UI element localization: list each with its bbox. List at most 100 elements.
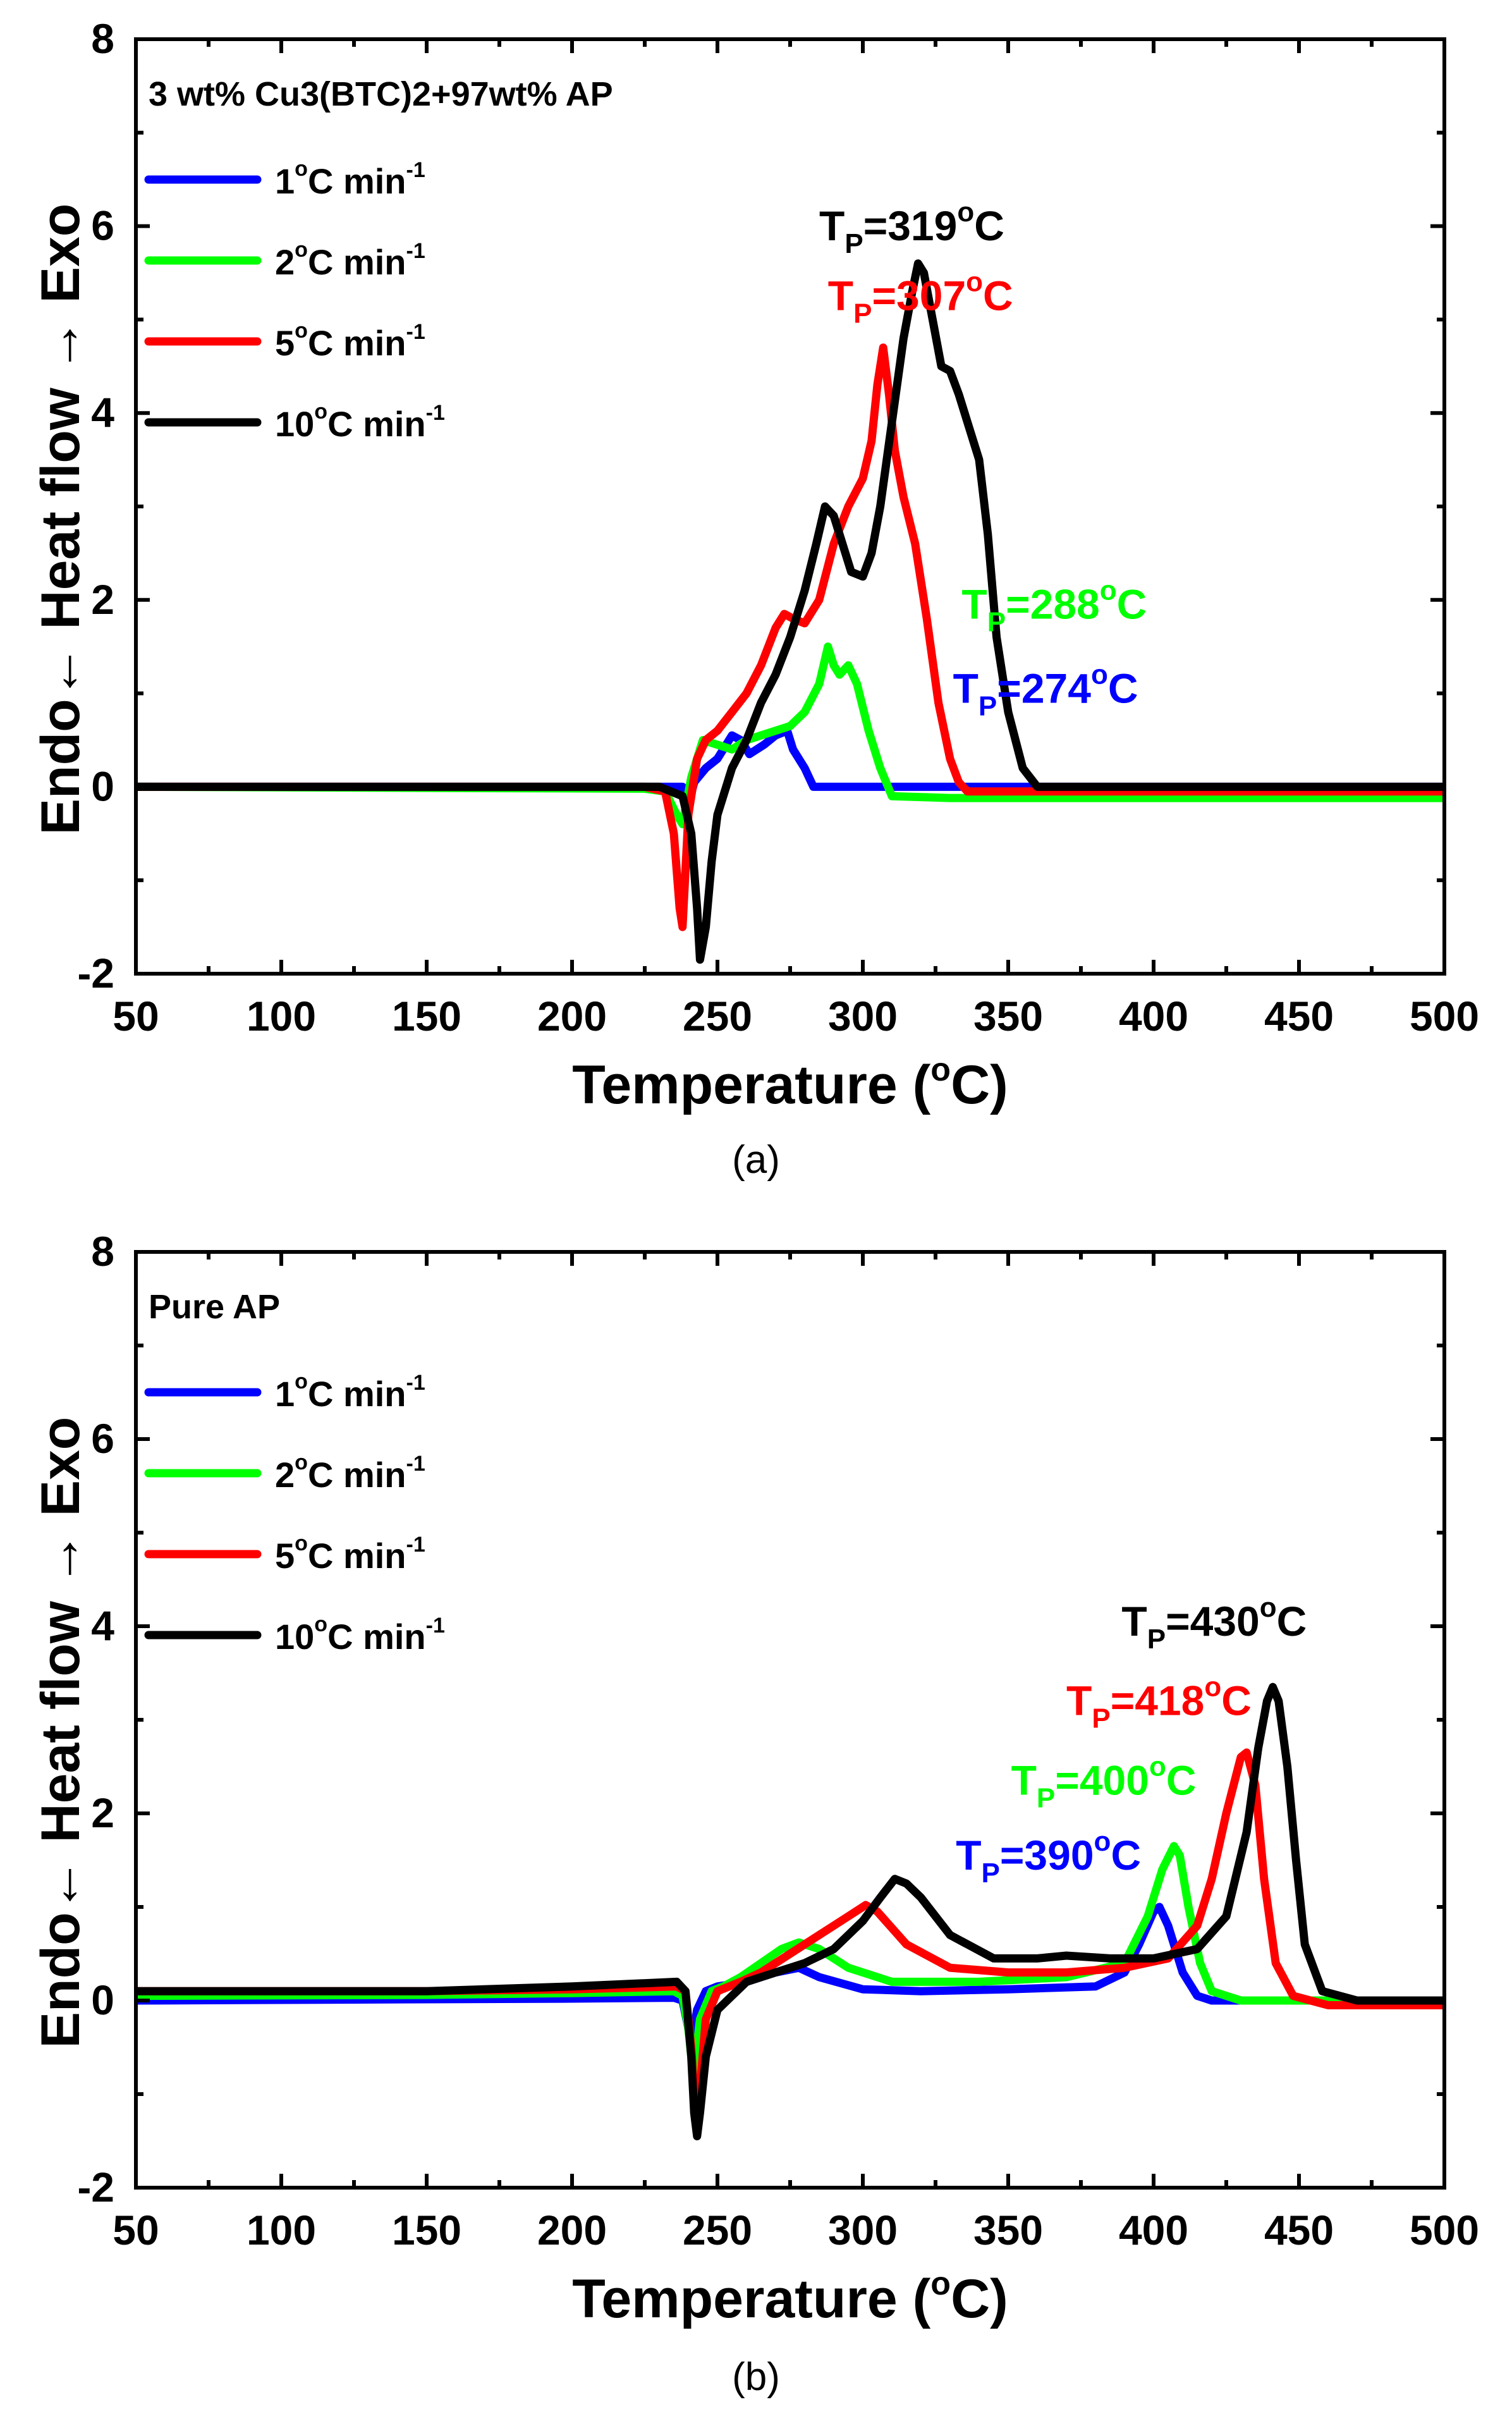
legend-title: 3 wt% Cu3(BTC)2+97wt% AP <box>149 75 613 113</box>
legend-unit-sup: -1 <box>406 320 425 344</box>
series-group <box>136 1682 1444 2141</box>
legend-unit-sup: -1 <box>406 1371 425 1395</box>
legend-unit-sup: -1 <box>406 1452 425 1476</box>
panel-caption: (b) <box>732 2355 780 2399</box>
peak-annotation: TP=430oC <box>1121 1592 1307 1655</box>
legend-label-5: 5oC min-1 <box>275 1531 425 1576</box>
peak-annotation-sup: o <box>966 267 983 298</box>
peak-annotation-sub: P <box>1092 1703 1110 1734</box>
peak-annotation-unit: C <box>1221 1677 1252 1724</box>
x-tick-label: 400 <box>1119 993 1188 1039</box>
peak-annotation: TP=274oC <box>953 659 1138 721</box>
legend-rate: 1 <box>275 1374 295 1414</box>
peak-annotation-base: T <box>961 580 987 627</box>
legend-rate: 5 <box>275 323 295 363</box>
peak-annotation-sup: o <box>1260 1592 1277 1623</box>
peak-annotation-unit: C <box>1117 580 1147 627</box>
peak-annotation-value: =390 <box>1000 1832 1094 1878</box>
peak-annotation-value: =274 <box>997 665 1091 711</box>
y-tick-label: 0 <box>91 763 114 809</box>
legend-rate: 5 <box>275 1536 295 1576</box>
y-tick-label: 8 <box>91 15 114 62</box>
y-tick-label: 6 <box>91 1415 114 1462</box>
peak-annotation: TP=307oC <box>828 267 1013 329</box>
peak-annotation-sup: o <box>1204 1672 1221 1703</box>
legend-unit: C min <box>327 404 426 444</box>
legend-label-5: 5oC min-1 <box>275 319 425 363</box>
peak-annotation: TP=400oC <box>1011 1751 1197 1813</box>
legend-unit: C min <box>308 1536 406 1576</box>
y-tick-label: 0 <box>91 1976 114 2023</box>
legend-label-10: 10oC min-1 <box>275 400 445 444</box>
legend-unit-sup: -1 <box>406 239 425 263</box>
legend-rate: 1 <box>275 161 295 201</box>
x-tick-label: 150 <box>392 2207 461 2253</box>
x-axis-label-main: Temperature ( <box>572 1055 930 1115</box>
legend-rate: 2 <box>275 1455 295 1495</box>
chart-panel-b: 50 100 150 200 250 300 350 400 450 500 -2 0 2 4 6 8 Temp… <box>30 1228 1479 2399</box>
x-tick-label: 50 <box>113 993 159 1039</box>
series-line-10 <box>136 259 1444 964</box>
x-tick-label: 250 <box>683 993 752 1039</box>
panel-caption: (a) <box>732 1138 780 1182</box>
legend-unit: C min <box>308 161 406 201</box>
peak-annotation-sub: P <box>1037 1782 1055 1813</box>
legend-degree-sup: o <box>314 400 327 424</box>
peak-annotation: TP=418oC <box>1066 1672 1252 1734</box>
peak-annotation-unit: C <box>1166 1756 1197 1803</box>
x-tick-label: 450 <box>1264 993 1334 1039</box>
legend-degree-sup: o <box>295 1531 308 1555</box>
peak-annotation-value: =307 <box>872 273 966 319</box>
peak-annotation-unit: C <box>1111 1832 1141 1878</box>
legend-label-1: 1oC min-1 <box>275 157 425 201</box>
x-tick-label: 450 <box>1264 2207 1334 2253</box>
x-tick-label: 50 <box>113 2207 159 2253</box>
peak-annotation-base: T <box>1066 1677 1092 1724</box>
peak-annotation: TP=319oC <box>819 197 1004 259</box>
x-tick-label: 100 <box>247 993 316 1039</box>
x-tick-label: 500 <box>1410 993 1479 1039</box>
x-tick-label: 500 <box>1410 2207 1479 2253</box>
x-axis-label: Temperature (oC) <box>572 1051 1008 1115</box>
peak-annotation-value: =430 <box>1166 1598 1260 1645</box>
legend-degree-sup: o <box>314 1612 327 1636</box>
x-tick-label: 200 <box>537 2207 607 2253</box>
x-axis-label-sup: o <box>930 1051 951 1088</box>
peak-annotation-sup: o <box>957 197 974 228</box>
x-axis-label-sup: o <box>930 2265 951 2302</box>
peak-annotation-value: =400 <box>1055 1756 1149 1803</box>
y-axis-label: Endo← Heat flow → Exo <box>30 204 91 835</box>
y-axis-label: Endo← Heat flow → Exo <box>30 1417 91 2049</box>
legend-unit: C min <box>308 323 406 363</box>
peak-annotation: TP=390oC <box>956 1826 1141 1889</box>
x-axis-label-tail: C) <box>951 2269 1008 2329</box>
peak-annotation-unit: C <box>983 273 1013 319</box>
peak-annotation-value: =418 <box>1111 1677 1205 1724</box>
legend-rate: 2 <box>275 242 295 282</box>
peak-annotation-unit: C <box>1108 665 1138 711</box>
legend-label-10: 10oC min-1 <box>275 1612 445 1657</box>
peak-annotation-sub: P <box>844 228 863 259</box>
peak-annotation-base: T <box>819 202 844 249</box>
legend-title: Pure AP <box>149 1288 280 1326</box>
peak-annotation-value: =319 <box>863 202 958 249</box>
x-tick-label: 300 <box>828 993 898 1039</box>
peak-annotation-sup: o <box>1149 1751 1166 1782</box>
x-tick-label: 150 <box>392 993 461 1039</box>
legend-rate: 10 <box>275 404 314 444</box>
legend-degree-sup: o <box>295 1370 308 1394</box>
peak-annotation-sub: P <box>987 606 1006 637</box>
legend-rate: 10 <box>275 1617 314 1657</box>
y-tick-label: 4 <box>91 389 114 436</box>
x-axis-label-tail: C) <box>951 1055 1008 1115</box>
legend-degree-sup: o <box>295 1450 308 1474</box>
x-axis-label: Temperature (oC) <box>572 2265 1008 2329</box>
peak-annotation-unit: C <box>974 202 1004 249</box>
chart-panel-a: 50 100 150 200 250 300 350 400 450 500 -2 0 2 4 6 8 Temp… <box>30 15 1479 1182</box>
legend-label-2: 2oC min-1 <box>275 1450 425 1495</box>
x-tick-label: 100 <box>247 2207 316 2253</box>
x-tick-label: 250 <box>683 2207 752 2253</box>
peak-annotation-sub: P <box>979 690 997 721</box>
